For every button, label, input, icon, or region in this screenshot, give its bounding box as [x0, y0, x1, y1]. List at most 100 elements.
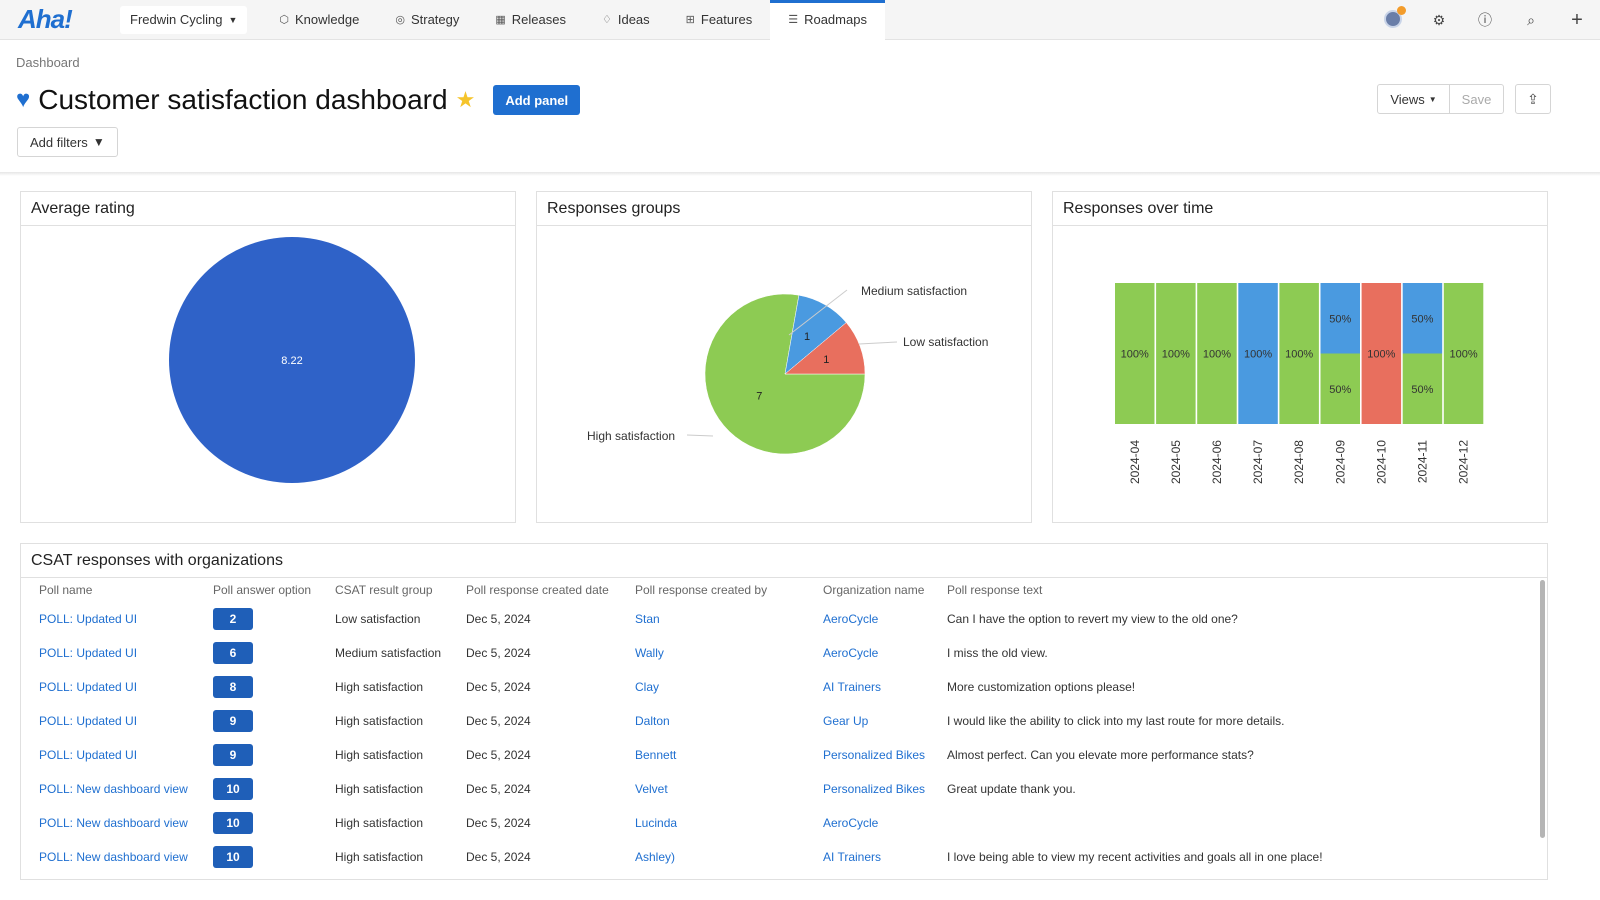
organization-link[interactable]: AeroCycle — [823, 646, 879, 660]
scrollbar[interactable] — [1540, 580, 1545, 838]
rating-badge: 2 — [213, 608, 253, 630]
result-group-cell: Low satisfaction — [335, 612, 421, 626]
add-filters-button[interactable]: Add filters ▼ — [17, 127, 118, 157]
organization-link[interactable]: AI Trainers — [823, 680, 882, 694]
search-icon[interactable]: ⌕ — [1527, 11, 1535, 28]
column-header[interactable]: Poll response created date — [466, 583, 609, 597]
organization-link[interactable]: Personalized Bikes — [823, 782, 926, 796]
nav-item-roadmaps[interactable]: ☰ Roadmaps — [770, 0, 885, 40]
chevron-down-icon: ▼ — [1428, 94, 1437, 104]
result-group-cell: High satisfaction — [335, 850, 424, 864]
organization-cell: AeroCycle — [815, 636, 939, 670]
column-header[interactable]: Poll response text — [947, 583, 1043, 597]
result-group-cell: High satisfaction — [335, 748, 424, 762]
table-row: POLL: Updated UI 9 High satisfaction Dec… — [31, 738, 1331, 772]
user-link[interactable]: Lucinda — [635, 816, 678, 830]
gear-icon[interactable]: ⚙ — [1432, 11, 1446, 28]
plus-icon[interactable]: + — [1571, 8, 1583, 31]
x-tick-label: 2024-07 — [1251, 440, 1265, 484]
bar-segment[interactable] — [1115, 283, 1155, 424]
table-row: POLL: Updated UI 9 High satisfaction Dec… — [31, 704, 1331, 738]
column-header[interactable]: Poll response created by — [635, 583, 768, 597]
poll-name-link[interactable]: POLL: New dashboard view — [39, 816, 188, 830]
poll-name-cell: POLL: Updated UI — [31, 602, 205, 636]
user-link[interactable]: Stan — [635, 612, 660, 626]
breadcrumb[interactable]: Dashboard — [16, 55, 80, 70]
bar-segment[interactable] — [1279, 283, 1319, 424]
organization-link[interactable]: Gear Up — [823, 714, 869, 728]
bar-value-label: 50% — [1329, 313, 1351, 325]
user-link[interactable]: Bennett — [635, 748, 677, 762]
user-link[interactable]: Velvet — [635, 782, 668, 796]
user-link[interactable]: Wally — [635, 646, 664, 660]
column-header[interactable]: CSAT result group — [335, 583, 433, 597]
table-row: POLL: Updated UI 8 High satisfaction Dec… — [31, 670, 1331, 704]
avatar — [1384, 5, 1406, 28]
user-link[interactable]: Clay — [635, 680, 660, 694]
pie-slice-low[interactable] — [784, 322, 866, 375]
pie-slice-average[interactable] — [169, 237, 415, 483]
poll-name-link[interactable]: POLL: Updated UI — [39, 714, 138, 728]
nav-item-releases[interactable]: ▦ Releases — [477, 0, 584, 40]
grid-icon: ⊞ — [685, 14, 695, 26]
table-row: POLL: Updated UI 2 Low satisfaction Dec … — [31, 602, 1331, 636]
bar-segment[interactable] — [1402, 353, 1443, 425]
created-by-cell: Dalton — [627, 704, 815, 738]
panel-title: Responses groups — [537, 192, 1031, 226]
bar-segment[interactable] — [1320, 283, 1361, 354]
created-by-cell: Velvet — [627, 772, 815, 806]
organization-link[interactable]: Personalized Bikes — [823, 748, 926, 762]
poll-name-link[interactable]: POLL: Updated UI — [39, 680, 138, 694]
bar-segment[interactable] — [1156, 283, 1196, 424]
nav-item-ideas[interactable]: ♢ Ideas — [584, 0, 668, 40]
views-button[interactable]: Views ▼ — [1377, 84, 1450, 114]
poll-name-link[interactable]: POLL: New dashboard view — [39, 782, 188, 796]
bar-segment[interactable] — [1197, 283, 1237, 424]
nav-item-knowledge[interactable]: ⬡ Knowledge — [261, 0, 377, 40]
avatar-button[interactable] — [1370, 5, 1416, 31]
poll-name-link[interactable]: POLL: New dashboard view — [39, 850, 188, 864]
rating-badge: 8 — [213, 676, 253, 698]
right-nav: ⚙ ⓘ ⌕ + — [1370, 0, 1600, 40]
bar-segment[interactable] — [1238, 283, 1278, 424]
poll-name-link[interactable]: POLL: Updated UI — [39, 748, 138, 762]
legend-label-high: High satisfaction — [587, 429, 675, 443]
user-link[interactable]: Dalton — [635, 714, 670, 728]
response-text-cell: Almost perfect. Can you elevate more per… — [947, 748, 1254, 762]
column-header[interactable]: Poll answer option — [213, 583, 312, 597]
user-link[interactable]: Ashley) — [635, 850, 676, 864]
organization-link[interactable]: AeroCycle — [823, 816, 879, 830]
bar-segment[interactable] — [1361, 283, 1402, 424]
star-icon[interactable]: ★ — [455, 87, 476, 112]
response-text-cell — [939, 806, 1331, 840]
column-header[interactable]: Poll name — [39, 583, 93, 597]
rating-badge: 6 — [213, 642, 253, 664]
bar-segment[interactable] — [1443, 283, 1484, 424]
share-icon[interactable]: ⇪ — [1515, 84, 1551, 114]
created-date-cell: Dec 5, 2024 — [466, 714, 531, 728]
legend-label-low: Low satisfaction — [903, 335, 988, 349]
answer-cell: 9 — [205, 704, 327, 738]
table-row: POLL: New dashboard view 10 High satisfa… — [31, 806, 1331, 840]
workspace-select[interactable]: Fredwin Cycling ▼ — [120, 5, 248, 34]
poll-name-link[interactable]: POLL: Updated UI — [39, 612, 138, 626]
column-header[interactable]: Organization name — [823, 583, 925, 597]
table-row: POLL: New dashboard view 10 High satisfa… — [31, 840, 1331, 874]
nav-item-features[interactable]: ⊞ Features — [668, 0, 771, 40]
pie-value-label: 1 — [823, 354, 829, 366]
save-button[interactable]: Save — [1449, 84, 1504, 114]
logo[interactable]: Aha! — [18, 4, 73, 34]
organization-cell: AeroCycle — [815, 602, 939, 636]
poll-name-link[interactable]: POLL: Updated UI — [39, 646, 138, 660]
organization-link[interactable]: AeroCycle — [823, 612, 879, 626]
organization-link[interactable]: AI Trainers — [823, 850, 882, 864]
add-panel-button[interactable]: Add panel — [493, 85, 581, 115]
bar-segment[interactable] — [1402, 283, 1443, 354]
nav-item-strategy[interactable]: ◎ Strategy — [377, 0, 477, 40]
help-icon[interactable]: ⓘ — [1478, 12, 1492, 28]
bar-segment[interactable] — [1320, 353, 1361, 425]
lightbulb-icon: ♢ — [601, 14, 612, 26]
created-date-cell: Dec 5, 2024 — [466, 612, 531, 626]
x-tick-label: 2024-10 — [1374, 440, 1388, 484]
poll-name-cell: POLL: Updated UI — [31, 636, 205, 670]
